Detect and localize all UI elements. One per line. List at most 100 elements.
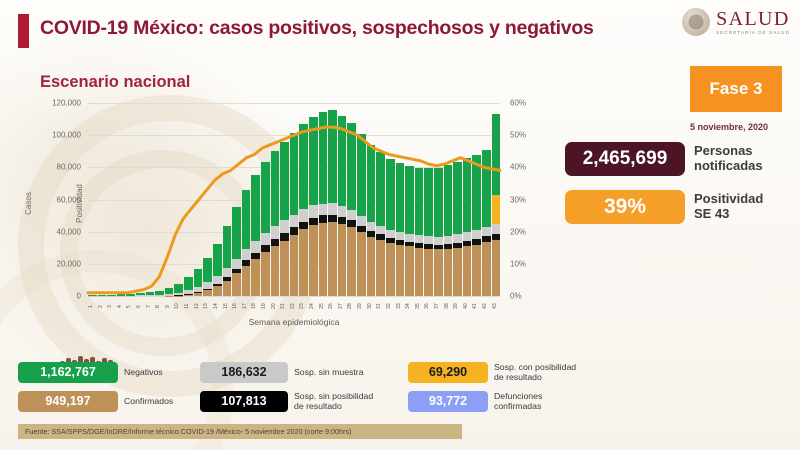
bar-segment bbox=[251, 259, 260, 296]
bar-segment bbox=[251, 240, 260, 253]
x-tick-label: 14 bbox=[212, 303, 219, 310]
x-axis-tick-labels: 1 2 3 4 5 6 7 8 9 10 11 12 13 14 15 16 17 18 19 20 21 22 23 24 2… bbox=[88, 298, 500, 315]
positivity-label: Positividad SE 43 bbox=[694, 192, 763, 221]
bar-segment bbox=[232, 258, 241, 269]
bar-segment bbox=[491, 239, 501, 296]
x-tick-label: 1 bbox=[88, 305, 94, 308]
bar-segment bbox=[472, 239, 481, 245]
bar-segment bbox=[462, 232, 472, 241]
fase-badge: Fase 3 bbox=[690, 66, 782, 112]
x-tick-label: 2 bbox=[97, 305, 104, 308]
bar-segment bbox=[395, 231, 405, 240]
bar-segment bbox=[453, 234, 462, 243]
bar-segment bbox=[289, 227, 299, 235]
bar-segment bbox=[405, 166, 414, 234]
bar-segment bbox=[328, 203, 337, 215]
y-tick-label: 0 bbox=[76, 291, 81, 301]
bar-segment bbox=[232, 268, 241, 274]
bar-segment bbox=[366, 230, 376, 237]
bar-segment bbox=[366, 222, 376, 231]
bar-segment bbox=[357, 134, 366, 217]
x-axis-label: Semana epidemiológica bbox=[248, 317, 340, 327]
y2-tick-label: 60% bbox=[510, 98, 527, 108]
x-tick-label: 35 bbox=[414, 303, 421, 310]
bar-segment bbox=[443, 243, 453, 249]
bar-segment bbox=[491, 194, 501, 224]
bar-segment bbox=[376, 226, 385, 235]
bar-segment bbox=[126, 293, 136, 296]
bar-segment bbox=[241, 260, 251, 267]
bar-column bbox=[385, 159, 395, 296]
x-tick-label: 29 bbox=[357, 303, 364, 310]
bar-segment bbox=[184, 294, 193, 296]
bar-segment bbox=[193, 292, 203, 296]
bar-column bbox=[270, 150, 280, 296]
bar-column bbox=[405, 166, 414, 296]
x-tick-label: 6 bbox=[136, 305, 143, 308]
x-tick-label: 19 bbox=[260, 303, 267, 310]
bar-segment bbox=[481, 149, 491, 227]
bar-segment bbox=[472, 154, 481, 231]
bar-segment bbox=[462, 158, 472, 233]
bar-segment bbox=[385, 159, 395, 230]
bar-segment bbox=[357, 225, 366, 232]
bar-segment bbox=[232, 273, 241, 296]
bar-segment bbox=[347, 123, 357, 211]
bar-segment bbox=[366, 144, 376, 223]
legend-label-line1: Negativos bbox=[124, 366, 163, 377]
bar-segment bbox=[328, 110, 337, 204]
section-subtitle: Escenario nacional bbox=[40, 73, 191, 91]
bar-segment bbox=[222, 277, 232, 281]
bar-column bbox=[280, 141, 289, 296]
bar-segment bbox=[270, 246, 280, 296]
x-tick-label: 34 bbox=[405, 303, 412, 310]
bar-segment bbox=[385, 237, 395, 243]
legend-label: Sosp. sin muestra bbox=[294, 367, 402, 377]
report-date: 5 noviembre, 2020 bbox=[690, 122, 769, 132]
salud-logo: SALUD SECRETARÍA DE SALUD bbox=[682, 8, 790, 36]
bar-segment bbox=[424, 248, 433, 296]
bar-segment bbox=[472, 230, 481, 240]
y-tick-label: 20,000 bbox=[56, 259, 81, 269]
mexico-eagle-seal-icon bbox=[682, 8, 711, 36]
bar-segment bbox=[193, 291, 203, 293]
legend-value: 949,197 bbox=[18, 390, 118, 412]
y-tick-label: 100,000 bbox=[52, 130, 81, 140]
bar-segment bbox=[453, 247, 462, 296]
bar-segment bbox=[481, 242, 491, 296]
positivity-label-line1: Positividad bbox=[694, 191, 764, 207]
secondary-y-axis-label: Positividad bbox=[74, 184, 84, 223]
x-tick-label: 33 bbox=[395, 303, 402, 310]
source-text: Fuente: SSA/SPPS/DGE/InDRE/Informe técni… bbox=[25, 427, 352, 436]
x-tick-label: 39 bbox=[453, 303, 460, 310]
y-tick-label: 120,000 bbox=[52, 98, 81, 108]
bar-segment bbox=[462, 240, 472, 247]
bar-segment bbox=[347, 210, 357, 221]
x-tick-label: 20 bbox=[270, 303, 277, 310]
bar-column bbox=[443, 164, 453, 296]
bar-segment bbox=[491, 233, 501, 240]
bar-column bbox=[347, 123, 357, 296]
x-tick-label: 21 bbox=[280, 303, 287, 310]
plot-area bbox=[88, 103, 501, 297]
bar-column bbox=[328, 110, 337, 296]
notified-label: Personas notificadas bbox=[694, 144, 763, 173]
legend-label: Defunciones confirmadas bbox=[494, 391, 594, 411]
bar-segment bbox=[97, 294, 107, 296]
bar-segment bbox=[414, 235, 424, 244]
bar-column bbox=[366, 144, 376, 296]
bar-segment bbox=[136, 293, 145, 296]
bar-segment bbox=[212, 286, 222, 296]
bar-segment bbox=[260, 244, 270, 252]
legend-label-line1: Confirmados bbox=[124, 395, 174, 406]
y-tick-label: 40,000 bbox=[56, 227, 81, 237]
bar-segment bbox=[251, 174, 260, 241]
legend-label-line2: confirmadas bbox=[494, 401, 542, 411]
legend-label: Negativos bbox=[124, 367, 194, 377]
bar-segment bbox=[347, 220, 357, 227]
y2-tick-label: 50% bbox=[510, 130, 527, 140]
bar-segment bbox=[174, 283, 184, 293]
positivity-label-line2: SE 43 bbox=[694, 206, 730, 221]
bar-column bbox=[289, 132, 299, 296]
